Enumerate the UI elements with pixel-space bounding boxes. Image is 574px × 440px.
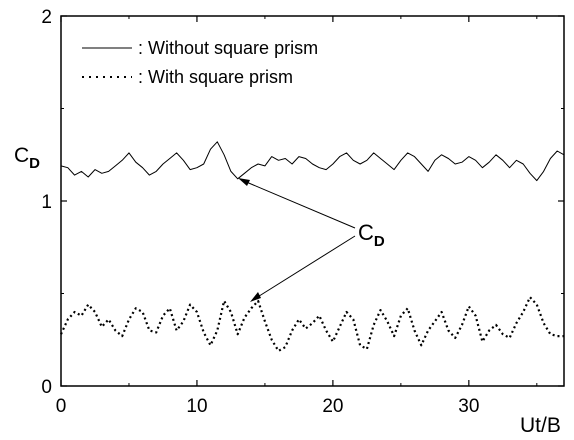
annotation-arrow-upper: [243, 180, 356, 229]
y-tick-label: 2: [41, 7, 52, 28]
y-axis-label: CD: [14, 144, 40, 172]
tick-labels: 0 10 20 30 0 1 2: [41, 7, 479, 417]
legend: : Without square prism : With square pri…: [82, 38, 318, 87]
x-axis-label: Ut/B: [520, 414, 561, 437]
axis-ticks: [60, 15, 564, 387]
series-layer: [60, 141, 565, 352]
x-tick-label: 0: [56, 396, 67, 417]
annotation-label: CD: [358, 220, 385, 250]
x-tick-label: 20: [322, 396, 343, 417]
x-tick-label: 30: [458, 396, 479, 417]
y-tick-label: 1: [41, 192, 52, 213]
annotation: CD: [238, 178, 385, 302]
legend-label-without: : Without square prism: [138, 38, 318, 58]
annotation-arrow-lower: [255, 235, 356, 299]
series-line-with-prism: [60, 296, 564, 352]
annotation-arrowhead-lower: [250, 292, 261, 302]
series-line-without-prism: [60, 141, 565, 182]
y-tick-label: 0: [41, 377, 52, 398]
annotation-arrowhead-upper: [238, 178, 250, 186]
legend-label-with: : With square prism: [138, 67, 293, 87]
x-tick-label: 10: [186, 396, 207, 417]
